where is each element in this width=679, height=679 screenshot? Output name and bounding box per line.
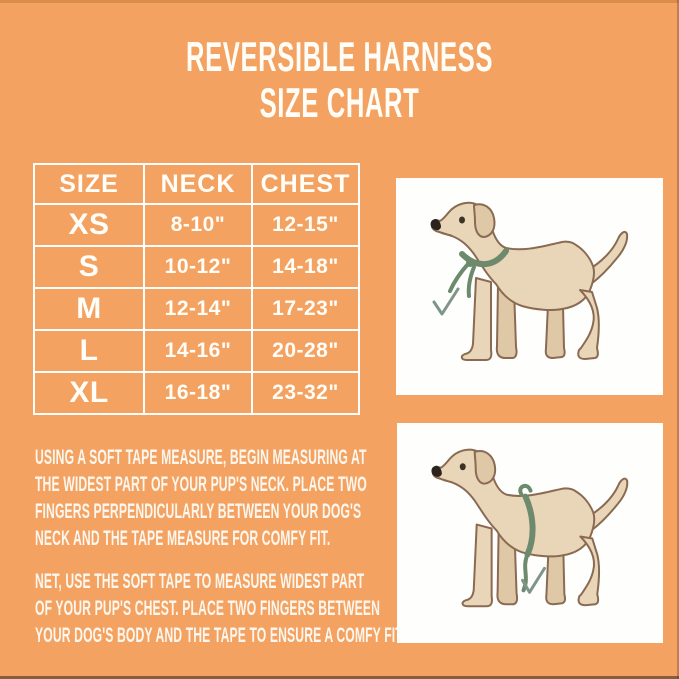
table-row-s: S 10-12" 14-18"	[33, 245, 360, 289]
column-header-chest: CHEST	[251, 163, 360, 205]
dog-far-front-leg	[496, 529, 519, 606]
dog-far-front-leg	[495, 283, 518, 359]
size-cell-xs: XS	[33, 203, 145, 247]
size-cell-l: L	[33, 329, 145, 373]
table-row-xl: XL 16-18" 23-32"	[33, 371, 360, 415]
dog-far-rear-leg	[545, 549, 566, 606]
chest-cell-l: 20-28"	[251, 329, 360, 373]
dog-nose	[431, 465, 442, 477]
photo-edge-top	[0, 0, 679, 3]
checkmark-icon	[521, 566, 546, 594]
dog-tail	[587, 230, 629, 285]
tape-measure-chest-band	[522, 493, 536, 558]
dog-rear-leg	[577, 289, 600, 360]
dog-eye	[459, 216, 465, 224]
dog-mouth	[437, 230, 452, 236]
size-cell-xl: XL	[33, 371, 145, 415]
neck-measure-instructions: USING A SOFT TAPE MEASURE, BEGIN MEASURI…	[35, 446, 367, 550]
dog-eye	[459, 463, 466, 471]
dog-body	[431, 448, 596, 558]
column-header-neck: NECK	[143, 163, 253, 205]
table-row-l: L 14-16" 20-28"	[33, 329, 360, 373]
neck-measure-illustration	[396, 178, 663, 395]
dog-rear-leg	[577, 535, 601, 607]
photo-edge-right	[677, 0, 679, 679]
neck-cell-xs: 8-10"	[143, 203, 253, 247]
dog-front-leg	[461, 523, 493, 608]
chest-cell-xl: 23-32"	[251, 371, 360, 415]
photo-edge-bottom	[0, 676, 679, 679]
neck-cell-xl: 16-18"	[143, 371, 253, 415]
chest-measure-illustration	[397, 423, 663, 643]
chest-measure-instructions: NET, USE THE SOFT TAPE TO MEASURE WIDEST…	[35, 570, 403, 647]
tape-end	[521, 552, 530, 593]
table-row-xs: XS 8-10" 12-15"	[33, 203, 360, 247]
page-title-line1: REVERSIBLE HARNESS	[185, 33, 494, 80]
dog-neck-tape-drawing	[430, 201, 629, 361]
size-cell-s: S	[33, 245, 145, 289]
dog-front-leg	[460, 277, 493, 361]
dog-tail	[587, 477, 629, 532]
tape-end-2	[466, 265, 476, 298]
size-cell-m: M	[33, 287, 145, 331]
neck-cell-m: 12-14"	[143, 287, 253, 331]
checkmark-icon	[432, 287, 460, 316]
neck-cell-s: 10-12"	[143, 245, 253, 289]
dog-chest-tape-drawing	[431, 448, 629, 608]
page-title: REVERSIBLE HARNESS SIZE CHART	[132, 34, 546, 126]
tape-end-1	[448, 262, 470, 293]
size-table-header-row: SIZE NECK CHEST	[33, 163, 360, 205]
page-title-line2: SIZE CHART	[259, 79, 420, 126]
size-table: SIZE NECK CHEST XS 8-10" 12-15" S 10-12"…	[33, 163, 360, 415]
tape-measure-neck-band	[459, 248, 509, 268]
dog-ear	[473, 450, 497, 485]
chest-cell-xs: 12-15"	[251, 203, 360, 247]
dog-far-rear-leg	[544, 303, 566, 359]
dog-mouth	[438, 477, 452, 483]
chest-cell-m: 17-23"	[251, 287, 360, 331]
tape-knot-loop	[518, 483, 533, 497]
table-row-m: M 12-14" 17-23"	[33, 287, 360, 331]
dog-nose	[430, 219, 441, 231]
column-header-size: SIZE	[33, 163, 145, 205]
chest-cell-s: 14-18"	[251, 245, 360, 289]
neck-cell-l: 14-16"	[143, 329, 253, 373]
dog-ear	[473, 203, 496, 238]
